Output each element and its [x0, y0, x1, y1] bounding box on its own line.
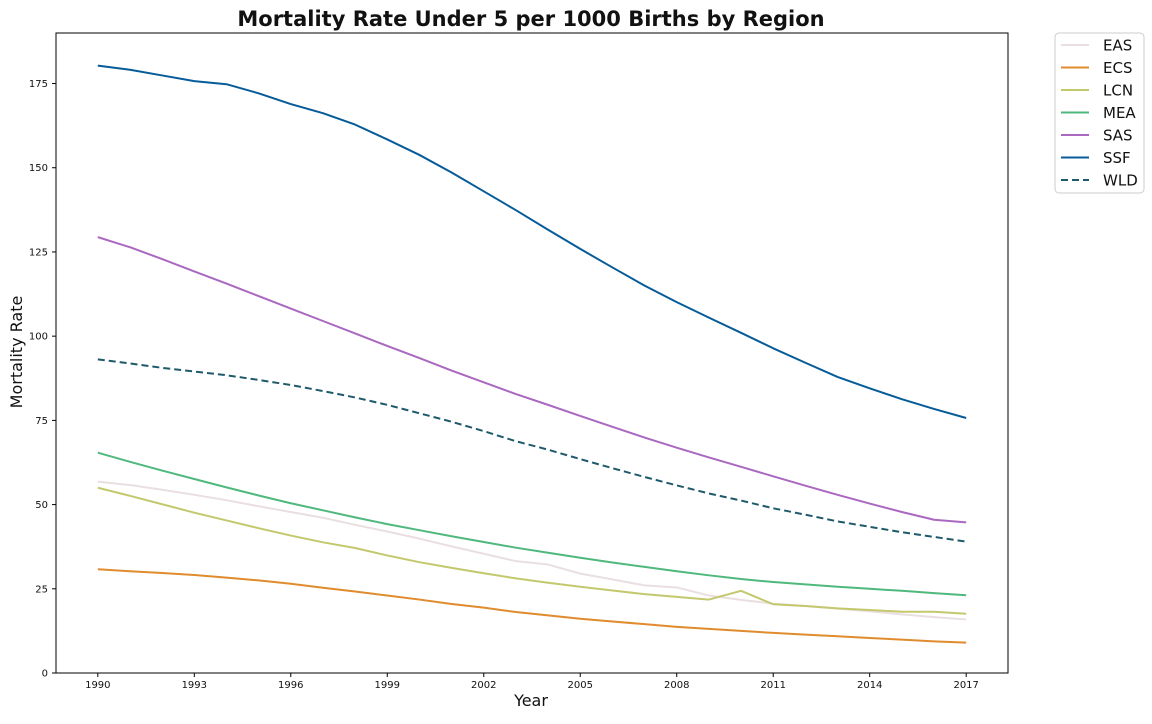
x-tick-label: 2014	[857, 680, 882, 691]
x-axis-label: Year	[513, 691, 548, 710]
series-line-ecs	[97, 568, 967, 644]
y-tick-label: 125	[29, 247, 48, 258]
series-line-ssf	[97, 64, 967, 419]
legend-label-sas: SAS	[1103, 127, 1133, 145]
legend-label-lcn: LCN	[1103, 82, 1133, 100]
legend-box	[1054, 32, 1145, 194]
x-tick-label: 2008	[664, 680, 689, 691]
legend-label-ecs: ECS	[1103, 59, 1132, 77]
y-tick-label: 25	[35, 584, 48, 595]
series-layer	[97, 64, 967, 644]
x-tick-label: 1999	[375, 680, 400, 691]
legend-label-eas: EAS	[1103, 37, 1132, 55]
x-tick-label: 2017	[953, 680, 978, 691]
x-tick-label: 1996	[278, 680, 303, 691]
x-tick-label: 1993	[182, 680, 207, 691]
chart-title: Mortality Rate Under 5 per 1000 Births b…	[237, 7, 824, 31]
x-tick-label: 1990	[85, 680, 110, 691]
y-tick-label: 50	[35, 500, 48, 511]
y-axis-label: Mortality Rate	[7, 296, 26, 409]
plot-frame	[55, 32, 1009, 674]
x-tick-label: 2011	[760, 680, 785, 691]
series-line-wld	[97, 358, 967, 543]
y-tick-label: 150	[29, 163, 48, 174]
x-tick-label: 2005	[568, 680, 593, 691]
axes-layer: 1990 1993 1996 1999 2002 2005 2008 2011 2014 2017…	[29, 32, 1009, 691]
series-line-sas	[97, 236, 967, 524]
series-line-mea	[97, 451, 967, 597]
legend-label-ssf: SSF	[1103, 149, 1131, 167]
y-tick-label: 175	[29, 79, 48, 90]
series-line-lcn	[97, 486, 967, 615]
y-tick-label: 100	[29, 332, 48, 343]
legend: EAS ECS LCN MEA SAS SSF WLD	[1054, 32, 1145, 194]
y-tick-label: 0	[42, 669, 48, 680]
x-tick-label: 2002	[471, 680, 496, 691]
y-tick-label: 75	[35, 416, 48, 427]
legend-label-wld: WLD	[1103, 172, 1138, 190]
legend-label-mea: MEA	[1103, 104, 1136, 122]
